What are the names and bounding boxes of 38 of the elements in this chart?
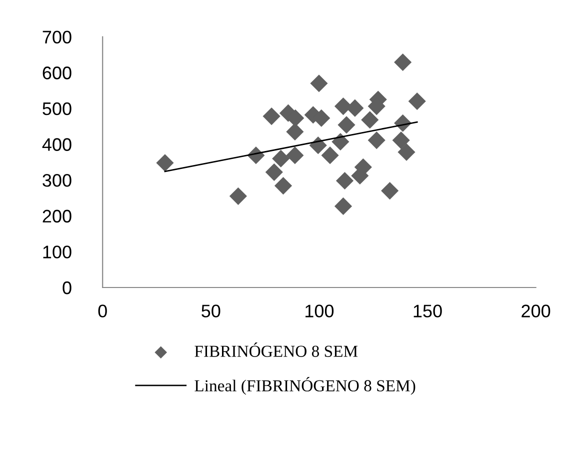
y-tick-label: 600 xyxy=(42,66,72,80)
point xyxy=(336,172,354,190)
y-tick-label: 200 xyxy=(42,210,72,223)
y-tick-label: 500 xyxy=(42,102,72,116)
point xyxy=(334,197,352,215)
point xyxy=(398,143,416,161)
x-tick-label: 200 xyxy=(522,304,550,318)
point xyxy=(338,116,356,134)
point xyxy=(272,150,290,168)
point xyxy=(394,53,412,72)
x-tick-label: 150 xyxy=(414,304,442,318)
legend-label: FIBRINÓGENO 8 SEM xyxy=(194,342,358,357)
point xyxy=(332,132,350,151)
point xyxy=(309,136,327,154)
y-tick-label: 300 xyxy=(42,174,72,187)
y-tick-label: 100 xyxy=(43,246,72,258)
point xyxy=(156,154,174,172)
point xyxy=(368,132,386,150)
point xyxy=(392,132,410,150)
y-tick-label: 700 xyxy=(42,30,72,44)
y-tick-label: 0 xyxy=(62,281,72,294)
point xyxy=(408,92,426,110)
x-tick-label: 50 xyxy=(202,304,220,318)
y-tick-label: 400 xyxy=(42,138,72,151)
point xyxy=(286,146,304,164)
point xyxy=(310,74,328,92)
point xyxy=(274,177,292,195)
legend-label: Lineal (FIBRINÓGENO 8 SEM) xyxy=(194,377,416,395)
point xyxy=(262,108,280,126)
x-tick-label: 0 xyxy=(98,304,107,318)
point xyxy=(265,163,283,181)
point xyxy=(381,182,399,200)
point xyxy=(346,99,364,117)
x-tick-label: 100 xyxy=(306,304,334,318)
point xyxy=(361,111,379,129)
point xyxy=(286,122,304,140)
point xyxy=(321,146,339,164)
point xyxy=(229,187,247,205)
